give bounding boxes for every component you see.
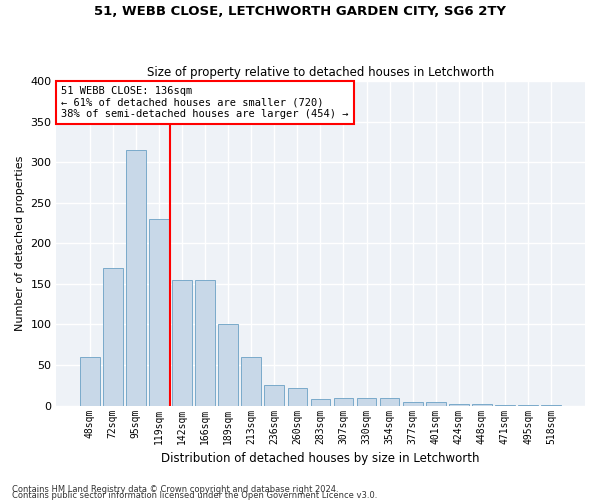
Text: Contains public sector information licensed under the Open Government Licence v3: Contains public sector information licen… (12, 490, 377, 500)
Bar (149, 219, 169, 406)
Bar (265, 386, 284, 406)
Bar (287, 388, 307, 406)
Bar (172, 280, 192, 406)
Bar (195, 280, 215, 406)
Bar (218, 324, 238, 406)
Bar (403, 402, 422, 406)
Title: Size of property relative to detached houses in Letchworth: Size of property relative to detached ho… (147, 66, 494, 78)
Bar (80, 357, 100, 406)
Bar (334, 398, 353, 406)
Bar (311, 399, 330, 406)
Text: 51 WEBB CLOSE: 136sqm
← 61% of detached houses are smaller (720)
38% of semi-det: 51 WEBB CLOSE: 136sqm ← 61% of detached … (61, 86, 349, 119)
Bar (426, 402, 446, 406)
Text: 51, WEBB CLOSE, LETCHWORTH GARDEN CITY, SG6 2TY: 51, WEBB CLOSE, LETCHWORTH GARDEN CITY, … (94, 5, 506, 18)
Bar (472, 404, 492, 406)
Bar (103, 268, 122, 406)
Bar (357, 398, 376, 406)
Bar (495, 405, 515, 406)
Bar (241, 357, 261, 406)
Bar (380, 398, 400, 406)
Bar (449, 404, 469, 406)
Bar (126, 150, 146, 406)
X-axis label: Distribution of detached houses by size in Letchworth: Distribution of detached houses by size … (161, 452, 479, 465)
Bar (518, 405, 538, 406)
Bar (541, 405, 561, 406)
Y-axis label: Number of detached properties: Number of detached properties (15, 156, 25, 331)
Text: Contains HM Land Registry data © Crown copyright and database right 2024.: Contains HM Land Registry data © Crown c… (12, 484, 338, 494)
